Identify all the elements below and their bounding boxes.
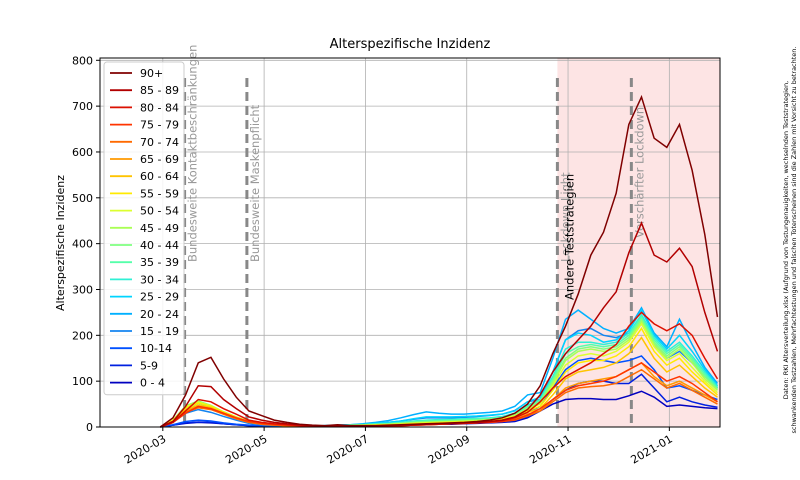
y-axis-label: Alterspezifische Inzidenz	[54, 175, 67, 311]
legend-label: 0 - 4	[140, 377, 165, 390]
event-label: Bundesweite Kontaktbeschränkungen	[186, 45, 200, 262]
legend-label: 90+	[140, 67, 163, 80]
legend-label: 20 - 24	[140, 308, 179, 321]
legend-label: 70 - 74	[140, 136, 179, 149]
legend-label: 35 - 39	[140, 256, 179, 269]
chart-title: Alterspezifische Inzidenz	[330, 37, 491, 52]
x-tick-label: 2020-09	[426, 432, 472, 466]
source-note: schwankenden Testzahlen, Mehrfachtestung…	[790, 47, 798, 434]
plot-frame	[99, 57, 721, 428]
x-tick-label: 2021-01	[629, 432, 675, 466]
x-tick-label: 2020-03	[122, 432, 168, 466]
x-tick-label: 2020-07	[325, 432, 371, 466]
event-label: Lockdown Light	[558, 172, 572, 262]
y-tick-label: 400	[72, 238, 93, 251]
legend-label: 80 - 84	[140, 101, 179, 114]
y-tick-label: 300	[72, 283, 93, 296]
legend-box	[103, 61, 185, 396]
legend-label: 85 - 89	[140, 84, 179, 97]
series-line	[159, 94, 719, 428]
legend-label: 30 - 34	[140, 273, 179, 286]
legend-label: 55 - 59	[140, 187, 179, 200]
legend-label: 50 - 54	[140, 205, 179, 218]
y-tick-label: 100	[72, 375, 93, 388]
legend-label: 75 - 79	[140, 119, 179, 132]
legend-label: 65 - 69	[140, 153, 179, 166]
x-tick-label: 2020-05	[223, 432, 269, 466]
x-tick-label: 2020-11	[527, 432, 573, 466]
legend-label: 25 - 29	[140, 291, 179, 304]
source-note: Daten: RKI Altersverteilung.xlsx (Aufgru…	[782, 81, 790, 399]
event-label: Bundesweite Maskenpflicht	[248, 104, 262, 262]
y-tick-label: 0	[86, 421, 93, 434]
legend-label: 60 - 64	[140, 170, 179, 183]
note-label: Andere Teststrategien	[563, 174, 577, 300]
legend-label: 45 - 49	[140, 222, 179, 235]
legend-label: 10-14	[140, 342, 172, 355]
y-tick-label: 800	[72, 54, 93, 67]
y-tick-label: 600	[72, 146, 93, 159]
legend-label: 5-9	[140, 359, 158, 372]
y-tick-label: 200	[72, 329, 93, 342]
legend-label: 15 - 19	[140, 325, 179, 338]
legend-label: 40 - 44	[140, 239, 179, 252]
event-label: Verschärfter Lockdown	[632, 107, 646, 238]
y-tick-label: 700	[72, 100, 93, 113]
y-tick-label: 500	[72, 192, 93, 205]
